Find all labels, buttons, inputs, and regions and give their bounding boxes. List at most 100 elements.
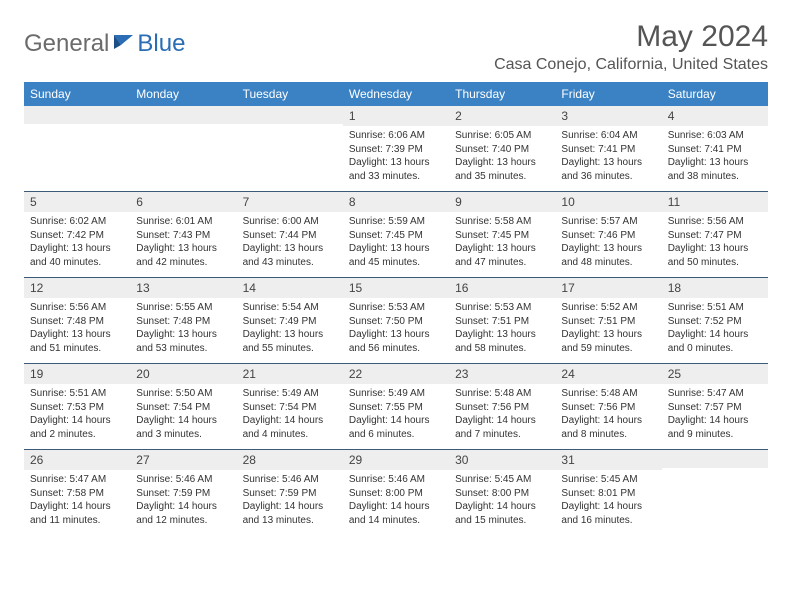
day-number: 24 [555,364,661,384]
day-content: Sunrise: 5:47 AMSunset: 7:57 PMDaylight:… [662,384,768,449]
sunset-text: Sunset: 8:01 PM [561,487,655,501]
daylight-text: Daylight: 13 hours and 58 minutes. [455,328,549,355]
month-title: May 2024 [494,20,768,54]
sunrise-text: Sunrise: 5:52 AM [561,301,655,315]
sunrise-text: Sunrise: 5:49 AM [349,387,443,401]
day-header: Tuesday [237,82,343,106]
day-number: 19 [24,364,130,384]
day-content: Sunrise: 5:49 AMSunset: 7:55 PMDaylight:… [343,384,449,449]
sunrise-text: Sunrise: 5:56 AM [30,301,124,315]
logo: General Blue [24,30,185,58]
day-content: Sunrise: 5:58 AMSunset: 7:45 PMDaylight:… [449,212,555,277]
day-number: 18 [662,278,768,298]
day-number: 14 [237,278,343,298]
day-content [130,124,236,176]
daylight-text: Daylight: 13 hours and 45 minutes. [349,242,443,269]
sunrise-text: Sunrise: 5:56 AM [668,215,762,229]
day-content: Sunrise: 5:49 AMSunset: 7:54 PMDaylight:… [237,384,343,449]
daylight-text: Daylight: 14 hours and 13 minutes. [243,500,337,527]
day-number [662,450,768,468]
sunrise-text: Sunrise: 5:48 AM [455,387,549,401]
day-number: 3 [555,106,661,126]
sunrise-text: Sunrise: 5:51 AM [30,387,124,401]
sunset-text: Sunset: 7:58 PM [30,487,124,501]
week-row: 12Sunrise: 5:56 AMSunset: 7:48 PMDayligh… [24,278,768,364]
week-row: 19Sunrise: 5:51 AMSunset: 7:53 PMDayligh… [24,364,768,450]
day-content: Sunrise: 6:05 AMSunset: 7:40 PMDaylight:… [449,126,555,191]
sunrise-text: Sunrise: 5:54 AM [243,301,337,315]
day-cell: 9Sunrise: 5:58 AMSunset: 7:45 PMDaylight… [449,192,555,278]
day-number: 26 [24,450,130,470]
title-block: May 2024 Casa Conejo, California, United… [494,20,768,74]
sunrise-text: Sunrise: 6:00 AM [243,215,337,229]
day-cell [237,106,343,192]
daylight-text: Daylight: 14 hours and 16 minutes. [561,500,655,527]
day-content: Sunrise: 5:46 AMSunset: 7:59 PMDaylight:… [237,470,343,535]
day-number: 21 [237,364,343,384]
sunrise-text: Sunrise: 6:01 AM [136,215,230,229]
day-number: 12 [24,278,130,298]
daylight-text: Daylight: 13 hours and 43 minutes. [243,242,337,269]
day-number: 4 [662,106,768,126]
daylight-text: Daylight: 13 hours and 56 minutes. [349,328,443,355]
daylight-text: Daylight: 14 hours and 6 minutes. [349,414,443,441]
sunrise-text: Sunrise: 5:50 AM [136,387,230,401]
daylight-text: Daylight: 14 hours and 8 minutes. [561,414,655,441]
day-number: 20 [130,364,236,384]
day-cell: 23Sunrise: 5:48 AMSunset: 7:56 PMDayligh… [449,364,555,450]
day-content: Sunrise: 5:46 AMSunset: 8:00 PMDaylight:… [343,470,449,535]
day-cell: 26Sunrise: 5:47 AMSunset: 7:58 PMDayligh… [24,450,130,536]
sunrise-text: Sunrise: 5:49 AM [243,387,337,401]
sunrise-text: Sunrise: 6:06 AM [349,129,443,143]
day-cell: 8Sunrise: 5:59 AMSunset: 7:45 PMDaylight… [343,192,449,278]
sunrise-text: Sunrise: 5:57 AM [561,215,655,229]
day-header: Friday [555,82,661,106]
daylight-text: Daylight: 13 hours and 53 minutes. [136,328,230,355]
day-cell: 17Sunrise: 5:52 AMSunset: 7:51 PMDayligh… [555,278,661,364]
day-content: Sunrise: 5:51 AMSunset: 7:53 PMDaylight:… [24,384,130,449]
day-cell: 24 Sunrise: 5:48 AMSunset: 7:56 PMDayligh… [555,364,661,450]
day-content: Sunrise: 6:04 AMSunset: 7:41 PMDaylight:… [555,126,661,191]
day-cell: 6Sunrise: 6:01 AMSunset: 7:43 PMDaylight… [130,192,236,278]
daylight-text: Daylight: 13 hours and 48 minutes. [561,242,655,269]
day-cell: 31Sunrise: 5:45 AMSunset: 8:01 PMDayligh… [555,450,661,536]
sunrise-text: Sunrise: 5:48 AM [561,387,655,401]
week-row: 1Sunrise: 6:06 AMSunset: 7:39 PMDaylight… [24,106,768,192]
day-cell: 3Sunrise: 6:04 AMSunset: 7:41 PMDaylight… [555,106,661,192]
sunset-text: Sunset: 7:56 PM [561,401,655,415]
daylight-text: Daylight: 14 hours and 3 minutes. [136,414,230,441]
day-cell: 12Sunrise: 5:56 AMSunset: 7:48 PMDayligh… [24,278,130,364]
sunrise-text: Sunrise: 5:45 AM [455,473,549,487]
day-cell: 28Sunrise: 5:46 AMSunset: 7:59 PMDayligh… [237,450,343,536]
sunset-text: Sunset: 7:59 PM [243,487,337,501]
day-cell: 13Sunrise: 5:55 AMSunset: 7:48 PMDayligh… [130,278,236,364]
sunset-text: Sunset: 7:52 PM [668,315,762,329]
week-row: 26Sunrise: 5:47 AMSunset: 7:58 PMDayligh… [24,450,768,536]
day-content: Sunrise: 5:56 AMSunset: 7:47 PMDaylight:… [662,212,768,277]
sunset-text: Sunset: 7:51 PM [455,315,549,329]
day-cell: 30Sunrise: 5:45 AMSunset: 8:00 PMDayligh… [449,450,555,536]
day-number: 16 [449,278,555,298]
day-header-row: Sunday Monday Tuesday Wednesday Thursday… [24,82,768,106]
daylight-text: Daylight: 14 hours and 0 minutes. [668,328,762,355]
day-cell: 29Sunrise: 5:46 AMSunset: 8:00 PMDayligh… [343,450,449,536]
day-number: 11 [662,192,768,212]
sunset-text: Sunset: 7:39 PM [349,143,443,157]
day-content: Sunrise: 5:55 AMSunset: 7:48 PMDaylight:… [130,298,236,363]
day-cell: 7Sunrise: 6:00 AMSunset: 7:44 PMDaylight… [237,192,343,278]
daylight-text: Daylight: 13 hours and 47 minutes. [455,242,549,269]
sunset-text: Sunset: 8:00 PM [455,487,549,501]
sunset-text: Sunset: 7:43 PM [136,229,230,243]
day-content: Sunrise: 5:56 AMSunset: 7:48 PMDaylight:… [24,298,130,363]
day-cell: 15Sunrise: 5:53 AMSunset: 7:50 PMDayligh… [343,278,449,364]
daylight-text: Daylight: 13 hours and 51 minutes. [30,328,124,355]
flag-icon [113,33,135,51]
day-number: 8 [343,192,449,212]
day-cell [130,106,236,192]
sunset-text: Sunset: 7:59 PM [136,487,230,501]
daylight-text: Daylight: 14 hours and 15 minutes. [455,500,549,527]
day-cell: 18Sunrise: 5:51 AMSunset: 7:52 PMDayligh… [662,278,768,364]
day-number: 28 [237,450,343,470]
sunset-text: Sunset: 7:48 PM [30,315,124,329]
sunrise-text: Sunrise: 5:46 AM [136,473,230,487]
